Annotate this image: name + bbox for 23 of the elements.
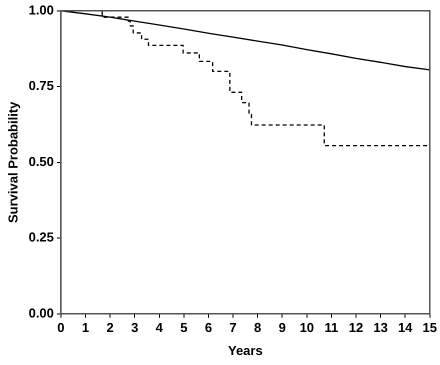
y-tick-label: 0.25 bbox=[28, 230, 54, 245]
y-axis-title: Survival Probability bbox=[5, 100, 20, 223]
y-tick-label: 0.50 bbox=[28, 154, 54, 169]
x-tick-label: 4 bbox=[156, 320, 164, 336]
x-tick-label: 14 bbox=[398, 320, 414, 336]
x-tick-label: 10 bbox=[300, 320, 314, 336]
x-tick-label: 6 bbox=[204, 320, 212, 336]
x-tick-label: 8 bbox=[254, 320, 262, 336]
x-tick-label: 13 bbox=[373, 320, 388, 336]
x-tick-label: 2 bbox=[106, 320, 114, 336]
y-tick-label: 0.00 bbox=[28, 305, 54, 320]
x-tick-label: 12 bbox=[348, 320, 364, 336]
x-tick-label: 0 bbox=[57, 320, 65, 336]
x-tick-label: 11 bbox=[324, 320, 338, 336]
x-tick-label: 7 bbox=[229, 320, 237, 336]
x-tick-label: 1 bbox=[82, 320, 90, 336]
x-tick-label: 5 bbox=[180, 320, 188, 336]
x-tick-label: 9 bbox=[278, 320, 286, 336]
y-tick-label: 0.75 bbox=[28, 78, 54, 94]
x-tick-label: 15 bbox=[422, 320, 438, 336]
x-axis-title: Years bbox=[228, 342, 263, 358]
x-tick-label: 3 bbox=[131, 320, 138, 336]
y-tick-label: 1.00 bbox=[28, 2, 54, 18]
